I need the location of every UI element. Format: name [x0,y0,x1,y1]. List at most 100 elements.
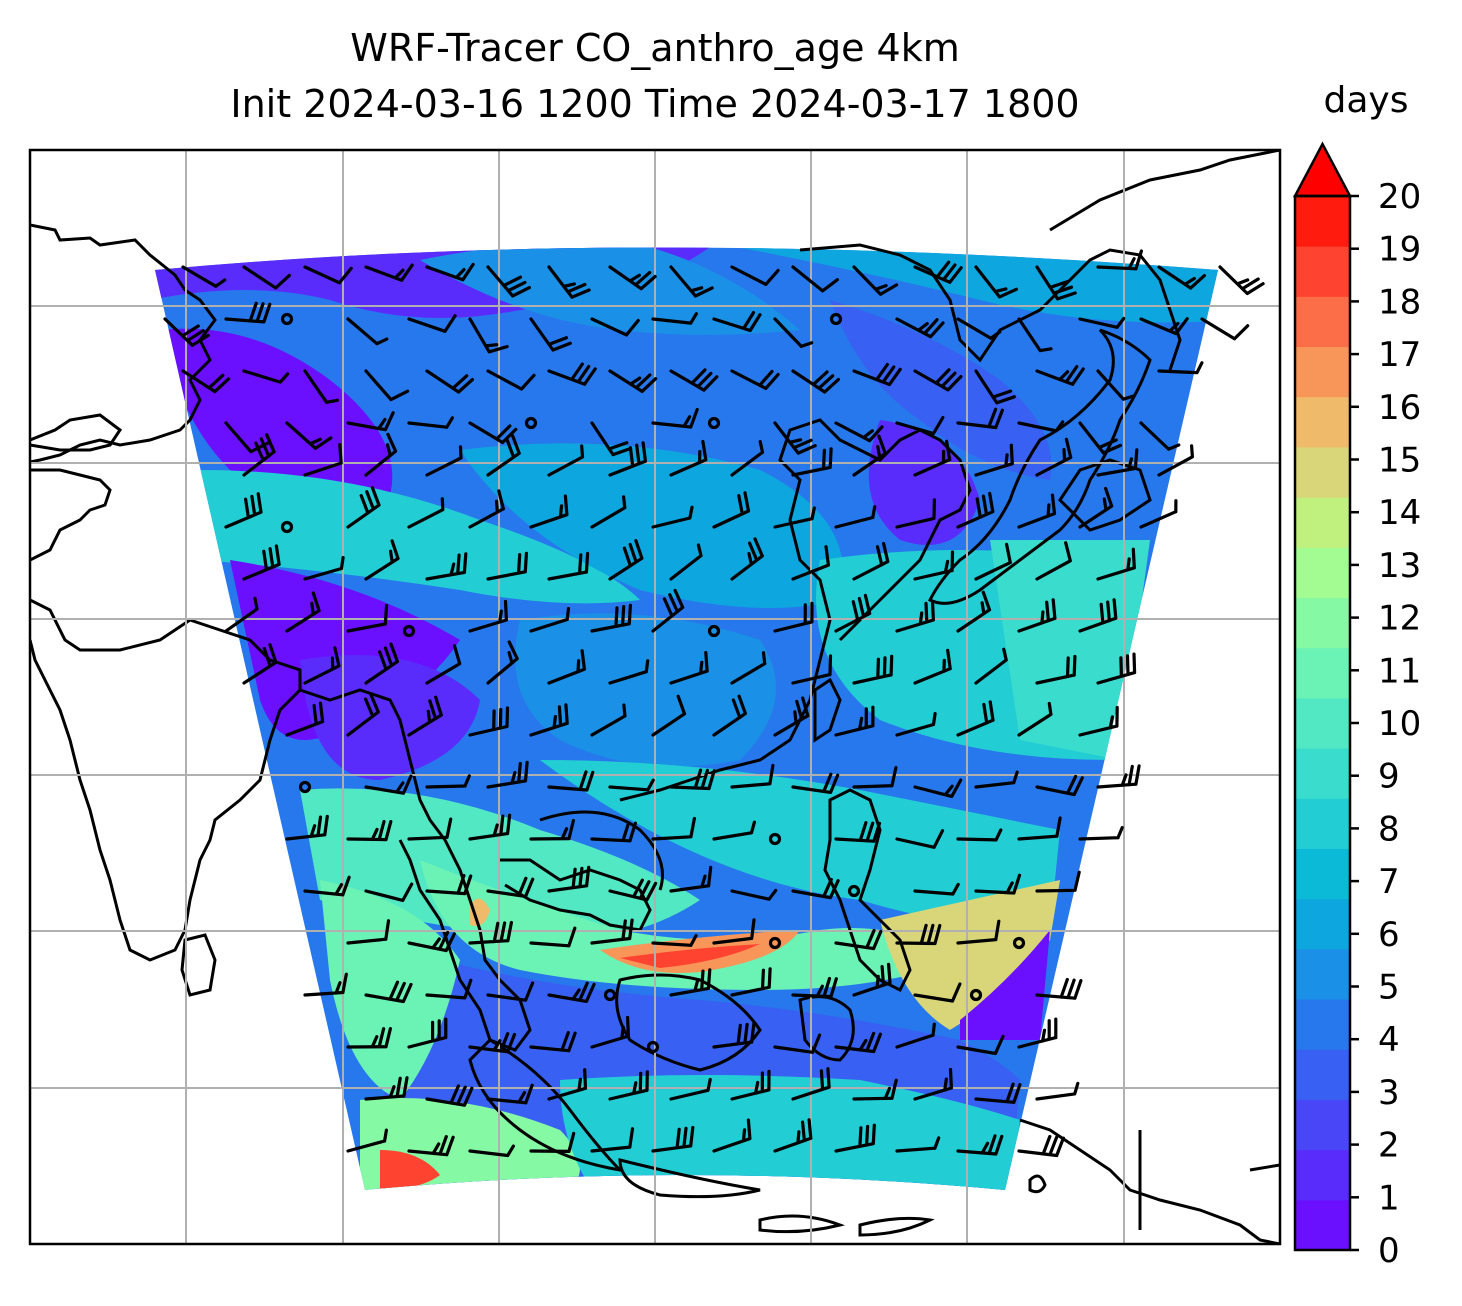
wind-barb [1096,369,1136,401]
wind-barb [834,821,882,843]
wind-barb [1035,1081,1080,1101]
wind-barb [608,539,644,581]
wind-barb [346,486,381,529]
wind-barb [608,369,658,393]
coastline-caspian [30,413,123,452]
wind-barb [407,695,443,737]
wind-barb-calm [768,832,782,846]
wind-barb [956,700,995,737]
wind-barb [364,980,413,1004]
wind-barb [529,607,571,633]
coastline-sri-lanka [180,933,217,997]
wind-barb [364,642,399,685]
wind-barb [529,1031,577,1053]
wind-barb [791,545,830,581]
wind-barb [791,1067,831,1101]
wind-barb [669,265,714,298]
wind-barb [730,265,780,286]
wind-barb [791,654,833,685]
wind-barb [303,875,351,897]
wind-barb [346,1128,388,1153]
wind-barb [547,770,595,792]
wind-barb [1035,654,1077,685]
wind-barb [1157,361,1204,375]
wind-barb [852,962,892,997]
wind-barb-calm [402,624,416,638]
wind-barb [425,552,468,581]
wind-barb [895,317,945,339]
wind-barb-calm [280,312,294,326]
wind-barb [1035,365,1085,386]
wind-barb [669,968,712,997]
wind-barb [303,443,343,477]
wind-barb [974,265,1018,299]
wind-barb-calm [1012,936,1026,950]
wind-barb [974,770,1019,789]
wind-barb [608,778,655,792]
colorbar-tick-label: 20 [1378,177,1421,217]
wind-barb-calm [847,884,861,898]
wind-barb [529,926,577,948]
wind-barb [346,411,395,432]
wind-barb [913,1067,953,1101]
wind-barb [1157,444,1194,477]
wind-barb [224,596,259,633]
wind-barb [590,918,634,945]
coastline-bay-of-bengal [299,688,532,1052]
wind-barb [852,1078,898,1101]
wind-barb [529,1131,576,1153]
colorbar-segment [1295,1099,1350,1151]
wind-barb [346,603,389,633]
colorbar-tick-label: 17 [1378,335,1421,375]
wind-barb [956,590,992,633]
colorbar-segment [1295,948,1350,1000]
wind-barb [895,599,935,633]
wind-barb [834,1031,882,1054]
wind-barb [1200,317,1250,341]
wind-barb [407,930,456,953]
wind-barb [913,882,960,896]
colorbar-tick-label: 11 [1378,651,1421,691]
coastline-china-east [619,418,972,802]
wind-barb [730,651,767,685]
colorbar-segment [1295,697,1350,749]
wind-barb [852,362,902,387]
wind-barb [1096,249,1143,271]
wind-barb [1078,598,1118,633]
wind-barb [346,819,393,842]
wind-barb [712,491,751,529]
wind-barb [974,542,1012,581]
coastline-new-guinea [1019,1118,1280,1244]
wind-barb [407,817,453,841]
wind-barb [529,317,572,352]
colorbar-segment [1295,396,1350,448]
coastline-lesser-sunda-2 [858,1216,935,1237]
wind-barb [730,537,764,581]
wind-barb [895,415,945,436]
wind-barb [895,1022,936,1049]
wind-barb [486,434,521,477]
wind-barb [852,766,898,789]
colorbar-segment [1295,999,1350,1050]
wind-barb [651,407,699,429]
wind-barb [1078,486,1114,529]
wind-barb [1078,421,1122,455]
wind-barb [1017,317,1053,353]
wind-barb [547,444,585,477]
wind-barbs [163,249,1265,1158]
wind-barb [834,705,875,737]
wind-barb [425,262,475,282]
wind-barb [590,1127,635,1153]
coastline-okhotsk [1049,150,1280,232]
wind-barb [285,591,321,633]
wind-barb [895,829,945,849]
coastline-persian-gulf [30,468,112,562]
wind-barb [956,919,1001,945]
wind-barb [1078,316,1126,329]
wind-barb [956,1134,1004,1156]
wind-barb [1035,977,1083,1000]
wind-barb [773,601,814,633]
wind-barb [590,421,633,457]
colorbar-tick-label: 3 [1378,1073,1400,1113]
